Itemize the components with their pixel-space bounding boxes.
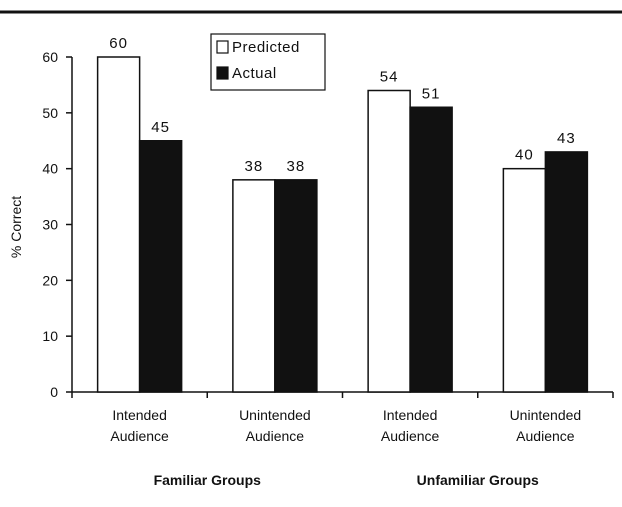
data-label: 38	[287, 158, 306, 175]
y-tick-label: 40	[42, 161, 58, 177]
x-category-label: Intended	[112, 407, 167, 423]
plot-area: 0 10 20 30 40 50 60 60 45 Intended Audience 38 38 Uni…	[42, 35, 614, 488]
bar-predicted	[502, 167, 547, 393]
x-category-label: Audience	[516, 428, 575, 444]
y-axis-title: % Correct	[8, 196, 24, 258]
data-label: 51	[422, 85, 441, 102]
bar-predicted	[232, 179, 276, 393]
x-category-label: Unintended	[510, 407, 582, 423]
data-label: 40	[515, 147, 534, 164]
y-tick-label: 50	[42, 105, 58, 121]
y-tick-label: 0	[50, 384, 58, 400]
bar-actual	[138, 140, 183, 393]
y-tick-label: 20	[42, 272, 58, 288]
bar-predicted	[367, 89, 411, 393]
data-label: 43	[557, 130, 576, 147]
legend-label: Predicted	[232, 39, 300, 56]
bar-actual	[274, 179, 318, 393]
y-tick-label: 30	[42, 217, 58, 233]
y-tick-label: 10	[42, 328, 58, 344]
x-group-label: Familiar Groups	[154, 472, 262, 488]
bar-actual	[409, 106, 453, 393]
bar-predicted	[96, 56, 141, 393]
x-category-label: Audience	[381, 428, 440, 444]
legend-box	[210, 33, 326, 91]
legend-label: Actual	[232, 65, 277, 82]
data-label: 38	[245, 158, 264, 175]
data-label: 45	[151, 119, 170, 136]
data-label: 54	[380, 69, 399, 86]
legend-swatch-actual	[216, 66, 229, 80]
x-group-label: Unfamiliar Groups	[417, 472, 539, 488]
x-category-label: Audience	[110, 428, 169, 444]
data-label: 60	[109, 35, 128, 52]
bar-actual	[544, 151, 589, 393]
legend: Predicted Actual	[210, 33, 326, 91]
legend-swatch-predicted	[216, 40, 229, 54]
x-category-label: Unintended	[239, 407, 311, 423]
y-tick-label: 60	[42, 49, 58, 65]
x-category-label: Intended	[383, 407, 438, 423]
x-category-label: Audience	[246, 428, 305, 444]
